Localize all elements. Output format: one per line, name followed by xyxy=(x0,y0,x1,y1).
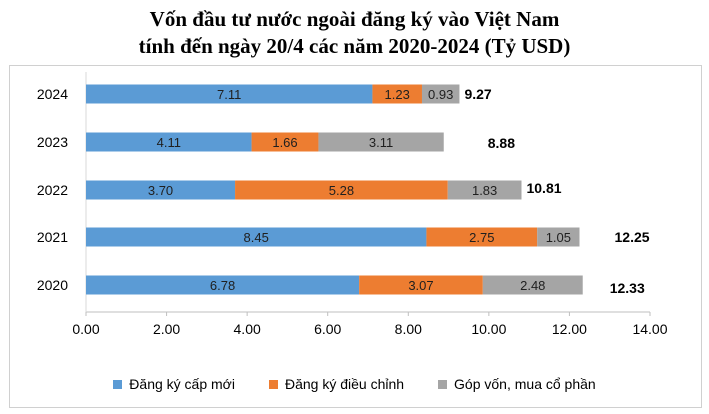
bar-segment xyxy=(372,84,422,104)
bar-segment xyxy=(235,180,448,200)
x-tick-label: 6.00 xyxy=(314,321,341,337)
legend-item-new: Đăng ký cấp mới xyxy=(113,376,235,392)
bar-segment xyxy=(86,180,236,200)
data-label: 8.45 xyxy=(244,230,269,245)
y-tick-label: 2024 xyxy=(37,86,68,102)
legend-item-capital: Góp vốn, mua cổ phần xyxy=(438,376,596,392)
x-tick-label: 8.00 xyxy=(395,321,422,337)
y-tick-label: 2022 xyxy=(37,182,68,198)
y-tick-label: 2021 xyxy=(37,229,68,245)
x-tick-label: 14.00 xyxy=(632,321,667,337)
total-label: 12.33 xyxy=(610,280,645,296)
bar-segment xyxy=(537,227,580,247)
data-label: 1.66 xyxy=(272,135,297,150)
x-tick-label: 0.00 xyxy=(72,321,99,337)
data-label: 4.11 xyxy=(157,135,181,150)
legend-label-new: Đăng ký cấp mới xyxy=(129,376,235,392)
chart-legend: Đăng ký cấp mới Đăng ký điều chỉnh Góp v… xyxy=(0,374,709,394)
x-tick-label: 12.00 xyxy=(552,321,587,337)
data-label: 1.23 xyxy=(385,87,410,102)
data-label: 7.11 xyxy=(217,87,241,102)
y-tick-label: 2023 xyxy=(37,134,68,150)
bar-segment xyxy=(482,275,583,295)
bar-segment xyxy=(359,275,483,295)
total-label: 8.88 xyxy=(488,135,515,151)
total-label: 10.81 xyxy=(526,180,561,196)
data-label: 3.07 xyxy=(408,278,433,293)
bar-segment xyxy=(86,84,373,104)
x-tick-label: 10.00 xyxy=(471,321,506,337)
bar-segment xyxy=(86,227,427,247)
bar-segment xyxy=(447,180,522,200)
legend-swatch-new xyxy=(113,379,123,389)
chart-title-line-2: tính đến ngày 20/4 các năm 2020-2024 (Tỷ… xyxy=(138,34,571,58)
data-label: 1.83 xyxy=(472,183,497,198)
total-label: 9.27 xyxy=(464,86,491,102)
data-label: 6.78 xyxy=(210,278,235,293)
legend-item-adjusted: Đăng ký điều chỉnh xyxy=(268,376,405,392)
bar-segment xyxy=(421,84,460,104)
data-label: 3.70 xyxy=(148,183,173,198)
chart-title-line-1: Vốn đầu tư nước ngoài đăng ký vào Việt N… xyxy=(149,7,560,31)
total-label: 12.25 xyxy=(615,229,650,245)
legend-label-adjusted: Đăng ký điều chỉnh xyxy=(284,376,405,392)
legend-swatch-capital xyxy=(438,379,448,389)
data-label: 0.93 xyxy=(428,87,453,102)
data-label: 2.48 xyxy=(520,278,545,293)
data-label: 3.11 xyxy=(369,135,393,150)
data-label: 2.75 xyxy=(469,230,494,245)
y-tick-label: 2020 xyxy=(37,277,68,293)
chart-frame xyxy=(9,65,702,408)
data-label: 5.28 xyxy=(329,183,354,198)
legend-label-capital: Góp vốn, mua cổ phần xyxy=(454,376,596,392)
legend-swatch-adjusted xyxy=(268,379,278,389)
bar-segment xyxy=(318,132,444,152)
data-label: 1.05 xyxy=(546,230,571,245)
bar-segment xyxy=(86,275,360,295)
bar-segment xyxy=(426,227,538,247)
bar-segment xyxy=(86,132,252,152)
chart-title: Vốn đầu tư nước ngoài đăng ký vào Việt N… xyxy=(0,6,709,60)
x-tick-label: 2.00 xyxy=(153,321,180,337)
bar-segment xyxy=(251,132,319,152)
x-tick-label: 4.00 xyxy=(234,321,261,337)
